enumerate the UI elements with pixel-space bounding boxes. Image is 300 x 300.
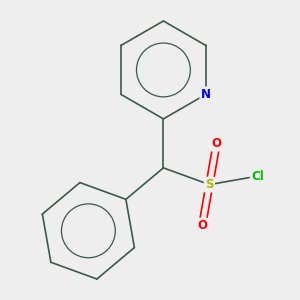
Text: S: S (205, 178, 214, 191)
Text: O: O (212, 137, 222, 150)
Text: O: O (197, 219, 207, 232)
Text: Cl: Cl (251, 169, 264, 183)
Text: N: N (201, 88, 211, 101)
